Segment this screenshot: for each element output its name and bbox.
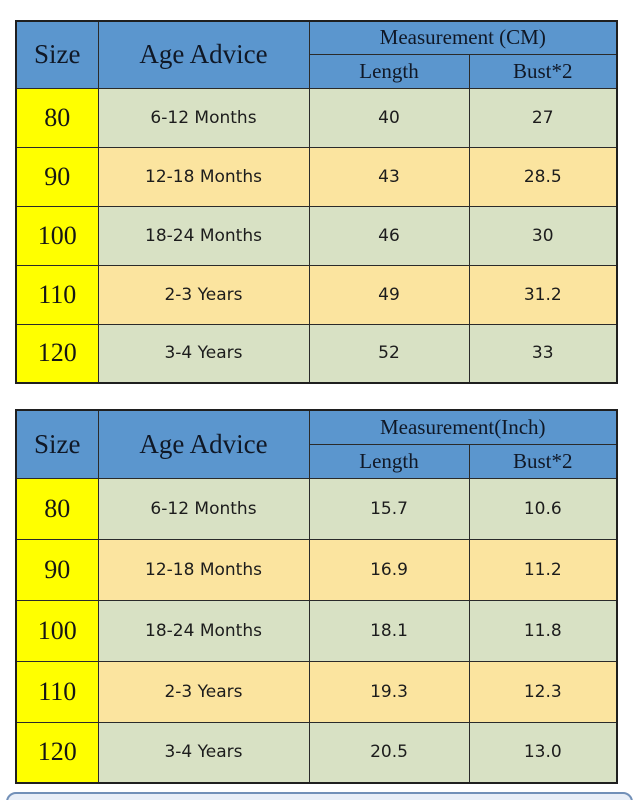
table-row: 100 18-24 Months 46 30: [15, 205, 618, 266]
bust-column-header: Bust*2: [468, 53, 618, 89]
age-cell: 12-18 Months: [97, 538, 310, 601]
length-cell: 15.7: [308, 477, 470, 540]
size-chart-table-cm: Size Age Advice Measurement (CM) Length …: [15, 20, 618, 384]
size-cell: 90: [15, 146, 99, 207]
bust-cell: 28.5: [468, 146, 618, 207]
table-row: 90 12-18 Months 43 28.5: [15, 146, 618, 207]
table-row: 120 3-4 Years 20.5 13.0: [15, 721, 618, 784]
bust-cell: 33: [468, 323, 618, 384]
age-cell: 18-24 Months: [97, 599, 310, 662]
size-cell: 120: [15, 323, 99, 384]
age-cell: 18-24 Months: [97, 205, 310, 266]
bust-cell: 31.2: [468, 264, 618, 325]
age-cell: 12-18 Months: [97, 146, 310, 207]
bust-cell: 13.0: [468, 721, 618, 784]
length-cell: 52: [308, 323, 470, 384]
age-cell: 3-4 Years: [97, 323, 310, 384]
bust-cell: 11.2: [468, 538, 618, 601]
measurement-inch-header: Measurement(Inch): [308, 409, 618, 445]
size-cell: 100: [15, 205, 99, 266]
table-row: 120 3-4 Years 52 33: [15, 323, 618, 384]
bust-cell: 12.3: [468, 660, 618, 723]
bust-cell: 10.6: [468, 477, 618, 540]
length-cell: 20.5: [308, 721, 470, 784]
length-column-header: Length: [308, 53, 470, 89]
bottom-panel-edge: [6, 792, 633, 800]
age-advice-column-header: Age Advice: [97, 409, 310, 479]
length-cell: 18.1: [308, 599, 470, 662]
age-cell: 2-3 Years: [97, 264, 310, 325]
size-column-header: Size: [15, 20, 99, 89]
age-cell: 6-12 Months: [97, 477, 310, 540]
table-row: 80 6-12 Months 40 27: [15, 87, 618, 148]
age-advice-column-header: Age Advice: [97, 20, 310, 89]
length-cell: 40: [308, 87, 470, 148]
size-column-header: Size: [15, 409, 99, 479]
size-cell: 100: [15, 599, 99, 662]
size-cell: 80: [15, 477, 99, 540]
age-cell: 6-12 Months: [97, 87, 310, 148]
table-row: 90 12-18 Months 16.9 11.2: [15, 538, 618, 601]
table-row: 110 2-3 Years 49 31.2: [15, 264, 618, 325]
size-chart-table-inch: Size Age Advice Measurement(Inch) Length…: [15, 409, 618, 784]
bust-cell: 27: [468, 87, 618, 148]
length-cell: 43: [308, 146, 470, 207]
bust-cell: 30: [468, 205, 618, 266]
size-cell: 120: [15, 721, 99, 784]
length-cell: 46: [308, 205, 470, 266]
length-cell: 16.9: [308, 538, 470, 601]
size-cell: 90: [15, 538, 99, 601]
size-cell: 110: [15, 660, 99, 723]
measurement-cm-header: Measurement (CM): [308, 20, 618, 55]
length-cell: 19.3: [308, 660, 470, 723]
table-row: 80 6-12 Months 15.7 10.6: [15, 477, 618, 540]
table-row: 110 2-3 Years 19.3 12.3: [15, 660, 618, 723]
table-row: 100 18-24 Months 18.1 11.8: [15, 599, 618, 662]
bust-cell: 11.8: [468, 599, 618, 662]
length-column-header: Length: [308, 443, 470, 479]
size-cell: 110: [15, 264, 99, 325]
age-cell: 2-3 Years: [97, 660, 310, 723]
size-cell: 80: [15, 87, 99, 148]
bust-column-header: Bust*2: [468, 443, 618, 479]
length-cell: 49: [308, 264, 470, 325]
age-cell: 3-4 Years: [97, 721, 310, 784]
